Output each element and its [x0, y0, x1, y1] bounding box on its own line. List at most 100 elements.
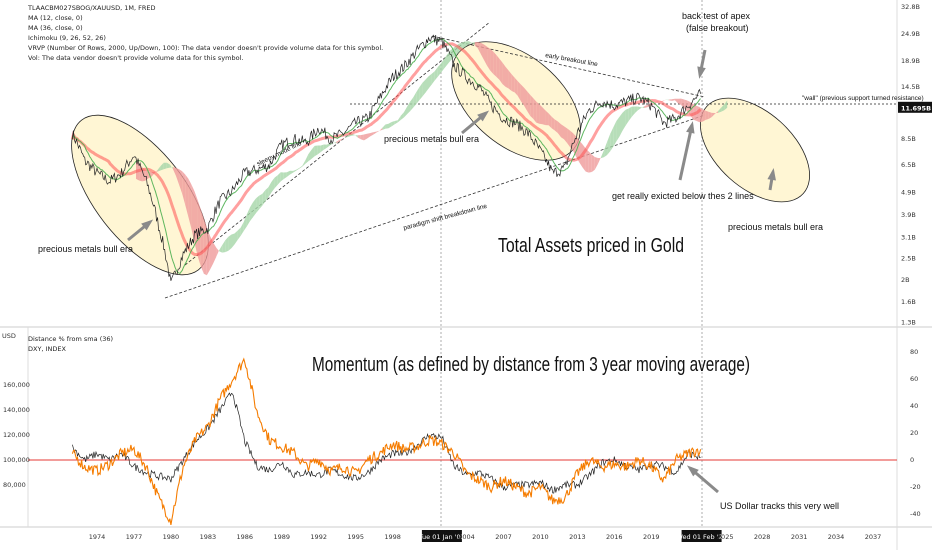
ichimoku-cloud-segment [342, 137, 346, 140]
y-tick-upper: 3.9B [901, 211, 916, 219]
ichimoku-cloud-segment [505, 66, 509, 89]
ichimoku-cloud-segment [163, 162, 167, 170]
ichimoku-cloud-segment [228, 234, 232, 251]
ichimoku-cloud-segment [231, 233, 235, 249]
ichimoku-cloud-segment [708, 111, 712, 119]
ichimoku-cloud-segment [268, 181, 272, 198]
legend-vrvp[interactable]: VRVP (Number Of Rows, 2000, Up/Down, 100… [28, 44, 384, 52]
ichimoku-cloud-segment [326, 143, 330, 148]
ichimoku-cloud-segment [428, 73, 432, 89]
arrow-bull-2 [461, 110, 490, 135]
ichimoku-cloud-segment [286, 170, 290, 177]
ichimoku-cloud-segment [394, 120, 398, 125]
ichimoku-cloud-segment [213, 242, 217, 264]
y-tick-upper: 6.5B [901, 161, 916, 169]
legend-ma12[interactable]: MA (12, close, 0) [28, 14, 83, 22]
x-tick-label: 1983 [200, 533, 217, 541]
label-wall: "wall" (previous support turned resistan… [802, 95, 924, 102]
ichimoku-cloud-segment [702, 109, 706, 122]
ichimoku-cloud-segment [373, 131, 377, 135]
ichimoku-cloud-segment [222, 240, 226, 253]
ichimoku-cloud-segment [367, 133, 370, 139]
ichimoku-cloud-segment [487, 46, 491, 71]
label-usd: US Dollar tracks this very well [720, 501, 839, 511]
ichimoku-cloud-segment [166, 162, 170, 169]
ichimoku-cloud-segment [280, 172, 284, 182]
lower-legend: Distance % from sma (36) DXY, INDEX [28, 334, 113, 354]
label-bull-1: precious metals bull era [38, 244, 133, 254]
ichimoku-cloud-segment [253, 198, 257, 218]
ichimoku-cloud-segment [684, 99, 688, 112]
ichimoku-cloud-segment [545, 110, 549, 126]
ichimoku-cloud-segment [610, 127, 614, 152]
legend-momentum[interactable]: Distance % from sma (36) [28, 335, 114, 343]
ichimoku-cloud-segment [169, 164, 173, 170]
ichimoku-cloud-segment [536, 101, 540, 124]
ichimoku-cloud-segment [588, 151, 592, 173]
ichimoku-cloud-segment [382, 124, 386, 130]
ichimoku-cloud-segment [425, 76, 429, 93]
ichimoku-cloud-segment [145, 169, 149, 181]
label-back-test: back test of apex [682, 11, 751, 21]
x-tick-label: 1977 [126, 533, 143, 541]
ichimoku-cloud-segment [474, 42, 478, 49]
title-upper: Total Assets priced in Gold [498, 235, 684, 257]
arrow-back-test [697, 49, 707, 79]
y-tick-lower-left: 80,000 [3, 481, 26, 489]
ichimoku-cloud-segment [206, 227, 210, 276]
ichimoku-cloud-segment [628, 106, 632, 121]
ichimoku-cloud-segment [517, 81, 521, 102]
ichimoku-cloud-segment [416, 87, 420, 105]
ichimoku-cloud-segment [299, 165, 303, 169]
ichimoku-cloud-segment [644, 104, 648, 108]
ichimoku-cloud-segment [721, 104, 725, 112]
price-line [72, 34, 701, 281]
ichimoku-cloud-segment [182, 171, 186, 206]
x-tick-label: 1980 [163, 533, 180, 541]
ichimoku-cloud-segment [665, 99, 669, 101]
legend-vol[interactable]: Vol: The data vendor doesn't provide vol… [28, 54, 244, 62]
title-lower: Momentum (as defined by distance from 3 … [312, 354, 750, 376]
ichimoku-cloud-segment [157, 166, 161, 172]
ichimoku-cloud-segment [407, 101, 411, 115]
ichimoku-cloud-segment [462, 41, 466, 49]
ellipse-bull-3 [700, 97, 810, 203]
x-tick-label: Tue 01 Jan '02 [418, 533, 465, 541]
ichimoku-cloud-segment [634, 106, 638, 114]
ichimoku-cloud-segment [200, 209, 204, 274]
ichimoku-cloud-segment [554, 119, 558, 134]
x-tick-label: 2037 [865, 533, 882, 541]
arrow-usd [686, 465, 719, 494]
upper-legend: TLAACBM027SBOG/XAUUSD, 1M, FRED MA (12, … [28, 3, 383, 63]
ichimoku-cloud-segment [440, 59, 444, 73]
ichimoku-cloud-segment [283, 172, 287, 179]
ichimoku-cloud-segment [179, 169, 183, 194]
ichimoku-cloud-segment [219, 245, 223, 253]
ichimoku-cloud-segment [419, 82, 423, 101]
ichimoku-cloud-segment [613, 121, 617, 147]
ichimoku-cloud-segment [360, 134, 364, 141]
ichimoku-cloud-segment [511, 74, 515, 93]
legend-dxy[interactable]: DXY, INDEX [28, 345, 66, 353]
ichimoku-cloud-segment [249, 202, 253, 222]
label-false-breakout: (false breakout) [686, 23, 749, 33]
ichimoku-cloud-segment [524, 87, 528, 111]
ichimoku-cloud-segment [194, 191, 198, 256]
x-tick-label: 1995 [347, 533, 364, 541]
arrow-bull-3 [767, 168, 776, 191]
y-tick-lower-right: 20 [910, 429, 918, 437]
legend-ichimoku[interactable]: Ichimoku (9, 26, 52, 26) [28, 34, 106, 42]
y-tick-upper: 2.5B [901, 254, 916, 262]
legend-symbol[interactable]: TLAACBM027SBOG/XAUUSD, 1M, FRED [28, 4, 156, 12]
y-tick-upper: 4.9B [901, 189, 916, 197]
x-tick-label: 2004 [458, 533, 475, 541]
ichimoku-cloud-segment [564, 126, 568, 143]
ichimoku-cloud-segment [594, 157, 598, 170]
ichimoku-cloud-segment [662, 99, 666, 102]
y-tick-lower-left: 100,000 [3, 456, 30, 464]
ichimoku-cloud-segment [471, 42, 475, 46]
legend-ma36[interactable]: MA (36, close, 0) [28, 24, 83, 32]
ichimoku-cloud-segment [243, 214, 247, 231]
ichimoku-cloud-segment [533, 98, 537, 123]
